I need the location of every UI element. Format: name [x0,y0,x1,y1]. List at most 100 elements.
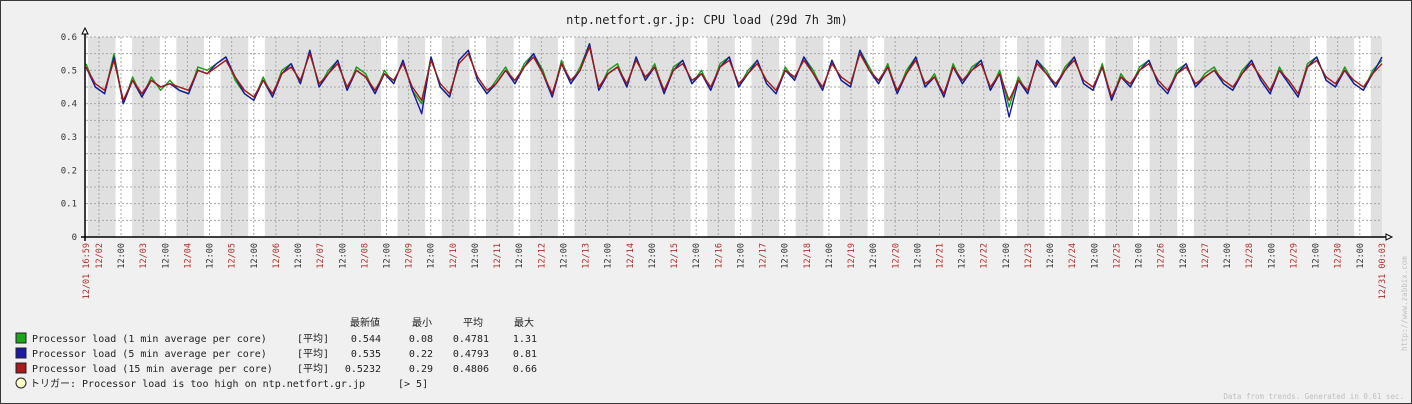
x-tick-label: 12/07 [316,243,326,269]
legend-func: [平均] [297,363,329,375]
x-tick-label: 12/11 [493,243,503,269]
legend-max: 0.66 [513,364,537,375]
legend-last: 0.535 [351,349,381,360]
legend-func: [平均] [297,348,329,360]
legend-avg: 0.4793 [453,349,489,360]
x-tick-label: 12/29 [1289,243,1299,269]
work-period-band [380,37,398,237]
y-axis-arrow-icon [81,26,89,35]
x-tick-label: 12/31 00:03 [1378,243,1388,299]
legend-max: 0.81 [513,349,537,360]
y-tick-label: 0.5 [61,66,77,76]
work-period-band [425,37,442,237]
x-tick-label: 12/03 [139,243,149,269]
legend-row-1min: Processor load (1 min average per core) … [15,332,537,345]
x-tick-label: 12:00 [559,243,569,269]
x-tick-label: 12/22 [980,243,990,269]
x-tick-label: 12:00 [604,243,614,269]
y-tick-label: 0 [72,233,77,243]
legend-min: 0.22 [409,349,433,360]
legend-label: Processor load (1 min average per core) [32,334,267,345]
x-tick-label: 12/10 [449,243,459,269]
zabbix-watermark: http://www.zabbix.com [1400,256,1409,351]
x-tick-label: 12:00 [1267,243,1277,269]
work-period-band [1044,37,1062,237]
x-tick-label: 12/25 [1112,243,1122,269]
x-tick-label: 12:00 [250,243,260,269]
legend-row-15min: Processor load (15 min average per core)… [15,362,537,375]
x-tick-label: 12/30 [1334,243,1344,269]
trigger-threshold: [> 5] [398,379,428,390]
y-tick-label: 0.6 [61,33,77,43]
x-tick-label: 12/12 [537,243,547,269]
generated-footer: Data from trends. Generated in 0.61 sec. [1223,392,1404,401]
x-tick-label: 12/23 [1024,243,1034,269]
x-tick-label: 12:00 [1046,243,1056,269]
legend: 最新値 最小 平均 最大 Processor load (1 min avera… [15,316,537,390]
legend-header-last: 最新値 [350,316,380,329]
x-tick-label: 12/01 16:59 [82,243,92,299]
legend-label: Processor load (15 min average per core) [32,364,273,375]
x-tick-label: 12/21 [935,243,945,269]
x-tick-label: 12/02 [95,243,105,269]
trigger-circle-icon [15,377,27,389]
x-tick-label: 12/28 [1245,243,1255,269]
grid [86,36,1382,237]
x-tick-label: 12/19 [847,243,857,269]
legend-row-trigger: トリガー: Processor load is too high on ntp.… [15,377,428,390]
x-tick-label: 12:00 [869,243,879,269]
x-tick-label: 12/05 [228,243,238,269]
legend-swatch-green [15,332,27,344]
x-tick-label: 12/09 [405,243,415,269]
x-tick-label: 12/06 [272,243,282,269]
legend-last: 0.5232 [345,364,381,375]
x-tick-label: 12:00 [1179,243,1189,269]
x-tick-label: 12:00 [117,243,127,269]
x-tick-label: 12:00 [913,243,923,269]
legend-header-min: 最小 [412,317,432,329]
x-tick-label: 12/04 [183,243,193,269]
x-tick-label: 12/26 [1157,243,1167,269]
work-period-band [204,37,221,237]
work-period-band [1133,37,1150,237]
legend-label: Processor load (5 min average per core) [32,349,267,360]
y-tick-labels: 0 0.1 0.2 0.3 0.4 0.5 0.6 [61,33,77,243]
x-tick-label: 12:00 [1356,243,1366,269]
x-tick-label: 12:00 [471,243,481,269]
x-tick-label: 12:00 [161,243,171,269]
legend-min: 0.08 [409,334,433,345]
x-tick-label: 12:00 [825,243,835,269]
x-tick-label: 12:00 [1090,243,1100,269]
x-tick-label: 12:00 [1223,243,1233,269]
series-line-15min [85,46,1383,102]
legend-min: 0.29 [409,364,433,375]
x-tick-label: 12:00 [781,243,791,269]
x-tick-label: 12:00 [206,243,216,269]
x-tick-label: 12:00 [692,243,702,269]
legend-row-5min: Processor load (5 min average per core) … [15,347,537,360]
y-tick-label: 0.1 [61,200,77,210]
legend-avg: 0.4806 [453,364,489,375]
x-tick-label: 12:00 [294,243,304,269]
x-tick-label: 12/14 [626,243,636,269]
x-tick-label: 12/27 [1201,243,1211,269]
x-tick-label: 12:00 [427,243,437,269]
x-tick-label: 12:00 [958,243,968,269]
x-tick-label: 12:00 [515,243,525,269]
series-lines [85,43,1383,118]
x-tick-label: 12:00 [648,243,658,269]
legend-func: [平均] [297,333,329,345]
x-tick-label: 12/17 [759,243,769,269]
legend-max: 1.31 [513,334,537,345]
y-tick-label: 0.4 [61,100,77,110]
x-tick-label: 12/08 [360,243,370,269]
x-tick-label: 12:00 [338,243,348,269]
x-tick-label: 12/16 [714,243,724,269]
legend-swatch-red [15,362,27,374]
y-tick-label: 0.3 [61,133,77,143]
x-tick-label: 12:00 [382,243,392,269]
legend-header-avg: 平均 [463,317,483,329]
legend-avg: 0.4781 [453,334,489,345]
